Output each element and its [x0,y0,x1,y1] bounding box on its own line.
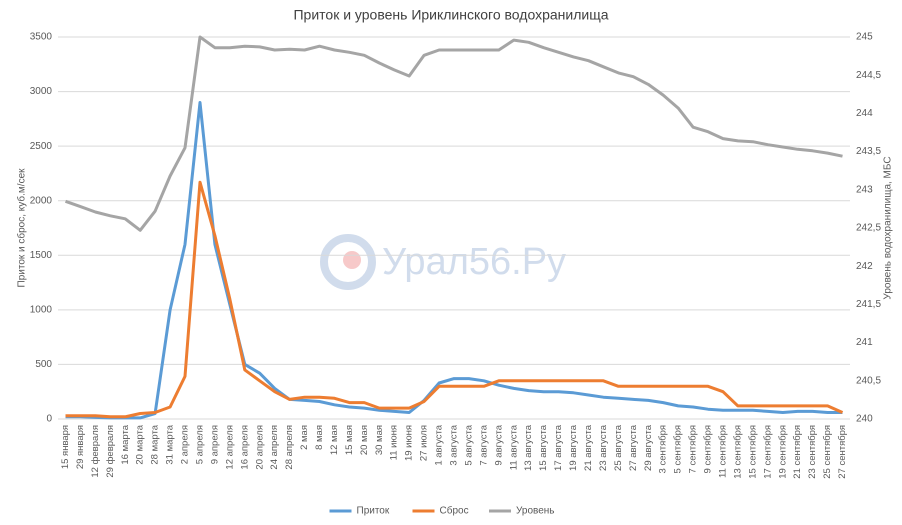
x-tick-label: 23 августа [598,424,609,471]
x-tick-label: 9 сентября [703,425,714,473]
watermark: Урал56.Ру [320,234,566,290]
x-tick-label: 5 сентября [673,425,684,473]
x-tick-label: 7 сентября [688,425,699,473]
x-tick-label: 21 августа [583,424,594,471]
x-tick-label: 2 апреля [180,425,191,464]
x-tick-label: 20 марта [135,424,146,464]
x-tick-label: 11 августа [508,424,519,470]
y2-tick-label: 240 [856,414,873,425]
watermark-text: Урал56.Ру [382,241,566,283]
y-tick-label: 3000 [30,86,53,97]
x-tick-label: 29 февраля [105,425,116,478]
y2-axis-title: Уровень водохранилища, МБС [883,156,894,299]
x-tick-label: 9 апреля [209,425,220,464]
x-tick-label: 29 августа [643,424,654,471]
x-tick-label: 27 сентября [837,425,848,479]
x-tick-label: 16 апреля [239,425,250,470]
x-tick-label: 19 сентября [777,425,788,479]
x-tick-label: 31 марта [165,424,176,464]
y-tick-label: 1500 [30,250,53,261]
y-tick-label: 500 [35,359,52,370]
legend-label: Приток [357,506,390,517]
x-tick-label: 13 сентября [732,425,743,479]
x-tick-label: 3 августа [449,424,460,465]
x-tick-label: 15 августа [538,424,549,471]
x-tick-label: 11 сентября [717,425,728,478]
x-tick-label: 27 июля [419,425,430,461]
watermark-logo [320,234,376,290]
y-axis-title: Приток и сброс, куб.м/сек [16,168,28,288]
y-tick-label: 1000 [30,304,53,315]
y2-tick-label: 245 [856,32,873,43]
x-tick-label: 16 марта [120,424,131,464]
x-tick-label: 1 августа [434,424,445,465]
x-tick-label: 20 апреля [254,425,265,470]
x-tick-label: 29 января [75,425,86,469]
legend-label: Сброс [440,505,469,517]
x-tick-label: 5 августа [463,424,474,465]
x-tick-label: 21 сентября [792,425,803,479]
x-tick-label: 12 февраля [90,425,101,478]
x-tick-label: 28 марта [150,424,161,464]
y-tick-label: 3500 [30,32,53,43]
x-tick-label: 30 мая [374,425,385,455]
x-tick-label: 28 апреля [284,425,295,470]
series-line [65,180,844,419]
y-tick-label: 0 [46,414,52,425]
x-tick-label: 25 сентября [822,425,833,479]
series-line [64,35,843,232]
legend-label: Уровень [516,506,555,517]
x-tick-label: 24 апреля [269,425,280,470]
x-tick-label: 15 января [60,425,71,469]
x-tick-label: 25 августа [613,424,624,471]
y-tick-label: 2500 [30,141,53,152]
x-tick-label: 3 сентября [658,425,669,473]
y2-tick-label: 242,5 [856,223,881,234]
x-tick-label: 12 мая [329,425,340,455]
x-tick-label: 17 августа [553,424,564,471]
x-tick-label: 5 апреля [194,425,205,464]
y2-tick-label: 244,5 [856,70,881,81]
y2-tick-label: 242 [856,261,873,272]
y2-tick-label: 240,5 [856,375,881,386]
y2-tick-label: 244 [856,108,873,119]
x-tick-label: 15 мая [344,425,355,455]
y2-tick-label: 243,5 [856,146,881,157]
y-tick-label: 2000 [30,195,53,206]
x-tick-label: 17 сентября [762,425,773,479]
x-tick-label: 7 августа [478,424,489,465]
x-tick-label: 23 сентября [807,425,818,479]
y2-tick-label: 243 [856,184,873,195]
watermark-dot [343,251,361,269]
x-tick-label: 27 августа [628,424,639,471]
x-tick-label: 2 мая [299,425,310,450]
x-tick-label: 9 августа [493,424,504,465]
x-tick-label: 12 апреля [224,425,235,470]
chart-title: Приток и уровень Ириклинского водохранил… [293,7,608,23]
x-tick-label: 20 мая [359,425,370,455]
series-line [65,101,843,420]
x-tick-label: 19 августа [568,424,579,471]
y2-tick-label: 241 [856,337,873,348]
x-tick-label: 19 июня [404,425,415,461]
y2-tick-label: 241,5 [856,299,881,310]
x-tick-label: 8 мая [314,425,325,450]
x-tick-label: 13 августа [523,424,534,471]
x-tick-label: 15 сентября [747,425,758,479]
x-tick-label: 11 июня [389,425,400,460]
